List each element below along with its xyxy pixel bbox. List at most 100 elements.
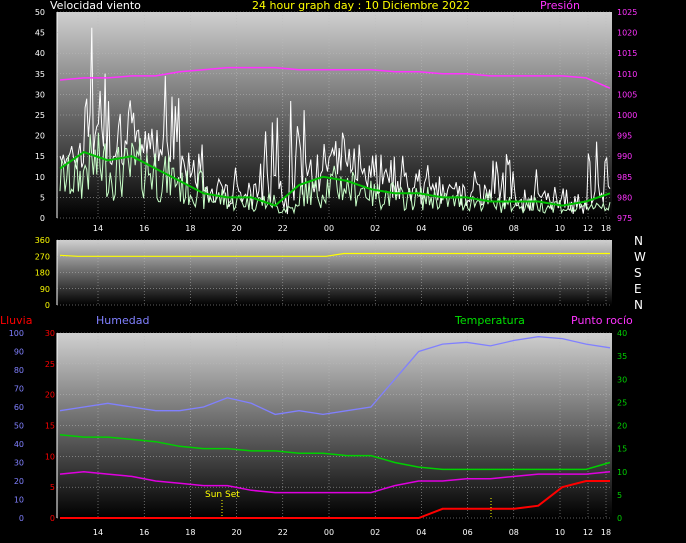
bottom-x-tick: 16 (139, 528, 149, 537)
temp-y-tick: 30 (617, 375, 627, 384)
dir-y-tick: 180 (35, 269, 50, 278)
rain-y-tick: 20 (45, 391, 55, 400)
bottom-x-tick: 00 (324, 528, 334, 537)
bottom-x-tick: 12 (583, 528, 593, 537)
rain-y-tick: 5 (50, 483, 55, 492)
humidity-y-tick: 40 (14, 440, 24, 449)
pressure-series (59, 66, 611, 89)
pressure-y-tick: 1020 (617, 29, 637, 38)
wind-avg-series (59, 150, 611, 207)
temperature-label: Temperatura (455, 314, 525, 327)
bottom-x-tick: 02 (370, 528, 380, 537)
wind-y-tick: 30 (35, 90, 45, 99)
wind-y-tick: 5 (40, 193, 45, 202)
pressure-y-tick: 985 (617, 173, 632, 182)
dir-y-tick: 0 (45, 301, 50, 310)
pressure-y-tick: 980 (617, 193, 632, 202)
wind-speed-label: Velocidad viento (50, 0, 141, 12)
top-x-tick: 14 (93, 224, 103, 233)
top-x-tick: 22 (278, 224, 288, 233)
top-x-tick: 08 (509, 224, 519, 233)
dir-letter-n-top: N (634, 234, 643, 248)
dir-y-tick: 270 (35, 252, 50, 261)
temp-y-tick: 35 (617, 352, 627, 361)
humidity-y-tick: 80 (14, 366, 24, 375)
humidity-y-tick: 20 (14, 477, 24, 486)
temp-y-tick: 0 (617, 514, 622, 523)
wind-y-tick: 50 (35, 8, 45, 17)
top-x-tick: 04 (416, 224, 426, 233)
pressure-y-tick: 990 (617, 152, 632, 161)
dewpoint-series (59, 471, 611, 494)
pressure-y-tick: 975 (617, 214, 632, 223)
humidity-label: Humedad (96, 314, 150, 327)
bottom-x-tick: 08 (509, 528, 519, 537)
rain-y-tick: 30 (45, 329, 55, 338)
pressure-y-tick: 1005 (617, 90, 637, 99)
chart-title: 24 hour graph day : 10 Diciembre 2022 (252, 0, 470, 12)
wind-y-tick: 45 (35, 29, 45, 38)
temp-y-tick: 10 (617, 468, 627, 477)
humidity-y-tick: 30 (14, 459, 24, 468)
wind-y-tick: 20 (35, 132, 45, 141)
dir-y-tick: 360 (35, 236, 50, 245)
pressure-y-tick: 995 (617, 132, 632, 141)
top-x-tick: 02 (370, 224, 380, 233)
rain-y-tick: 15 (45, 422, 55, 431)
rain-y-tick: 25 (45, 360, 55, 369)
top-x-tick: 00 (324, 224, 334, 233)
wind-y-tick: 10 (35, 173, 45, 182)
temp-y-tick: 5 (617, 491, 622, 500)
bottom-x-tick: 06 (463, 528, 473, 537)
humidity-y-tick: 50 (14, 422, 24, 431)
top-x-tick: 20 (232, 224, 242, 233)
rain-series (60, 480, 610, 519)
top-x-tick: 10 (555, 224, 565, 233)
top-x-tick: 12 (583, 224, 593, 233)
top-x-tick: 18 (185, 224, 195, 233)
dir-letter-s: S (634, 266, 642, 280)
top-x-tick: 18 (601, 224, 611, 233)
dir-letter-w: W (634, 250, 646, 264)
humidity-y-tick: 90 (14, 348, 24, 357)
wind-y-tick: 0 (40, 214, 45, 223)
humidity-y-tick: 60 (14, 403, 24, 412)
humidity-y-tick: 0 (19, 514, 24, 523)
wind-y-tick: 40 (35, 49, 45, 58)
temp-y-tick: 40 (617, 329, 627, 338)
pressure-y-tick: 1025 (617, 8, 637, 17)
wind-y-tick: 15 (35, 152, 45, 161)
humidity-y-tick: 70 (14, 385, 24, 394)
direction-series (59, 252, 610, 257)
top-x-tick: 06 (463, 224, 473, 233)
bottom-x-tick: 18 (601, 528, 611, 537)
temperature-series (59, 434, 611, 471)
wind-y-tick: 25 (35, 111, 45, 120)
temp-y-tick: 20 (617, 422, 627, 431)
dir-y-tick: 90 (40, 285, 50, 294)
temp-y-tick: 25 (617, 398, 627, 407)
pressure-y-tick: 1000 (617, 111, 637, 120)
pressure-y-tick: 1015 (617, 49, 637, 58)
rain-label: Lluvia (0, 314, 33, 327)
bottom-x-tick: 10 (555, 528, 565, 537)
top-x-tick: 16 (139, 224, 149, 233)
bottom-x-tick: 04 (416, 528, 426, 537)
sunset-annotation: Sun Set (205, 490, 240, 500)
pressure-label: Presión (540, 0, 580, 12)
temp-y-tick: 15 (617, 445, 627, 454)
dewpoint-label: Punto rocío (571, 314, 633, 327)
humidity-y-tick: 100 (9, 329, 24, 338)
wind-speed-series (59, 132, 611, 215)
wind-y-tick: 35 (35, 70, 45, 79)
humidity-y-tick: 10 (14, 496, 24, 505)
bottom-x-tick: 22 (278, 528, 288, 537)
bottom-x-tick: 18 (185, 528, 195, 537)
rain-y-tick: 10 (45, 452, 55, 461)
bottom-x-tick: 14 (93, 528, 103, 537)
rain-y-tick: 0 (50, 514, 55, 523)
dir-letter-e: E (634, 282, 642, 296)
humidity-series (59, 336, 611, 416)
pressure-y-tick: 1010 (617, 70, 637, 79)
